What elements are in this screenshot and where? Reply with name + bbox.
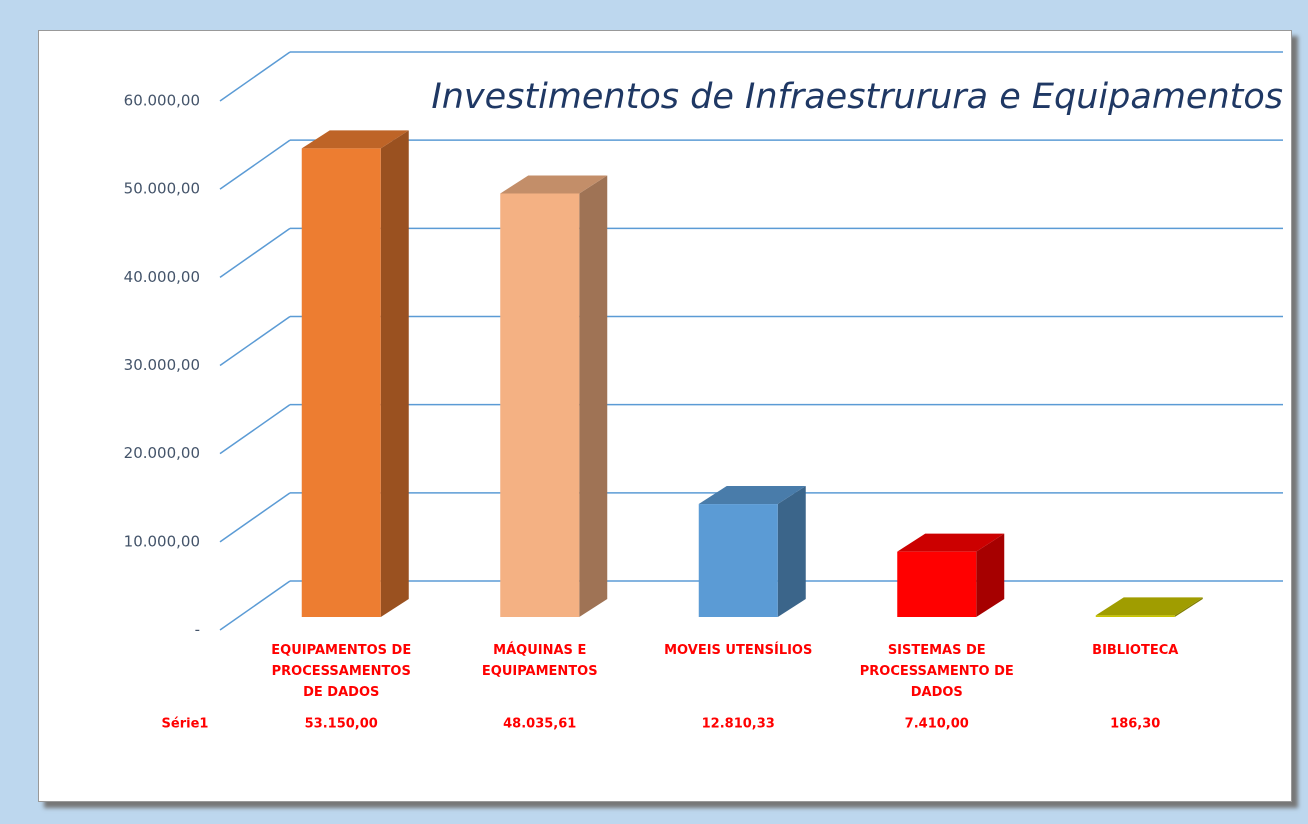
data-label: 48.035,61 <box>503 717 576 732</box>
bar <box>1095 615 1175 617</box>
x-tick-label: MOVEIS UTENSÍLIOS <box>664 643 813 658</box>
bar-top <box>301 130 409 149</box>
grid-line <box>219 227 291 278</box>
x-tick-label: MÁQUINAS E EQUIPAMENTOS <box>481 643 598 679</box>
chart-panel <box>38 30 1292 802</box>
grid-line <box>219 51 291 102</box>
y-tick-label: 40.000,00 <box>124 268 200 286</box>
grid-line <box>219 404 291 455</box>
y-tick-label: 10.000,00 <box>124 532 200 550</box>
y-tick-label: - <box>195 621 200 639</box>
bar-side <box>976 533 1005 617</box>
bar <box>500 193 580 618</box>
data-label: 7.410,00 <box>905 717 969 732</box>
bar-side <box>380 130 409 617</box>
bar <box>698 504 778 617</box>
grid-line <box>219 139 291 190</box>
bar-top <box>698 486 806 505</box>
data-label: 12.810,33 <box>702 717 775 732</box>
bar-top <box>500 175 608 194</box>
series-name: Série1 <box>162 717 209 732</box>
bar-top <box>1095 597 1203 616</box>
x-tick-label: SISTEMAS DE PROCESSAMENTO DE DADOS <box>859 643 1014 700</box>
bar-side <box>579 175 608 618</box>
data-label: 186,30 <box>1110 717 1160 732</box>
y-tick-label: 60.000,00 <box>124 92 200 110</box>
data-label: 53.150,00 <box>305 717 378 732</box>
y-tick-label: 30.000,00 <box>124 356 200 374</box>
grid-line <box>219 492 291 543</box>
y-tick-label: 50.000,00 <box>124 180 200 198</box>
bar <box>897 551 977 617</box>
chart-title: Investimentos de Infraestrurura e Equipa… <box>431 77 1283 117</box>
bar <box>301 148 381 617</box>
bar-top <box>897 533 1005 552</box>
grid-line <box>219 580 291 631</box>
grid-line <box>219 315 291 367</box>
x-tick-label: BIBLIOTECA <box>1092 643 1179 658</box>
bar-side <box>1174 597 1203 617</box>
y-tick-label: 20.000,00 <box>124 444 200 462</box>
bar-side <box>777 486 806 617</box>
x-tick-label: EQUIPAMENTOS DE PROCESSAMENTOS DE DADOS <box>271 643 412 700</box>
